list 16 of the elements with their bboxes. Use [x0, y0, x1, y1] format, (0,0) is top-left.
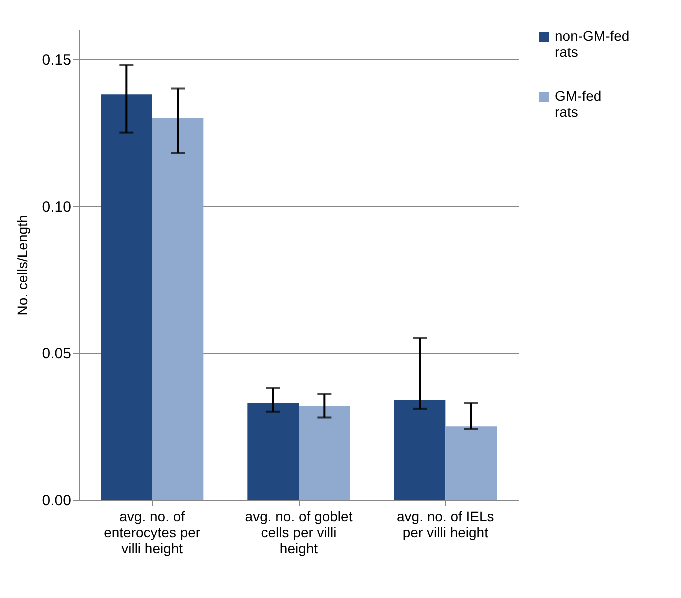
y-tick-label: 0.05: [42, 346, 72, 363]
bar: [101, 94, 152, 500]
bar: [299, 406, 350, 500]
legend-label: GM-fed rats: [555, 88, 602, 120]
y-tick-label: 0.15: [42, 52, 72, 69]
bar: [152, 118, 204, 500]
x-tick-label: avg. no. of enterocytes per villi height: [104, 508, 201, 556]
bar: [248, 403, 299, 500]
x-tick-label: avg. no. of IELs per villi height: [397, 508, 494, 540]
y-tick-label: 0.10: [42, 198, 72, 216]
x-tick-label: avg. no. of goblet cells per villi height: [245, 508, 353, 556]
legend-label: non-GM-fed rats: [555, 28, 630, 60]
bar: [446, 426, 497, 500]
y-axis-title: No. cells/Length: [14, 215, 30, 316]
y-tick-label: 0.00: [42, 492, 72, 510]
bar: [394, 400, 446, 500]
